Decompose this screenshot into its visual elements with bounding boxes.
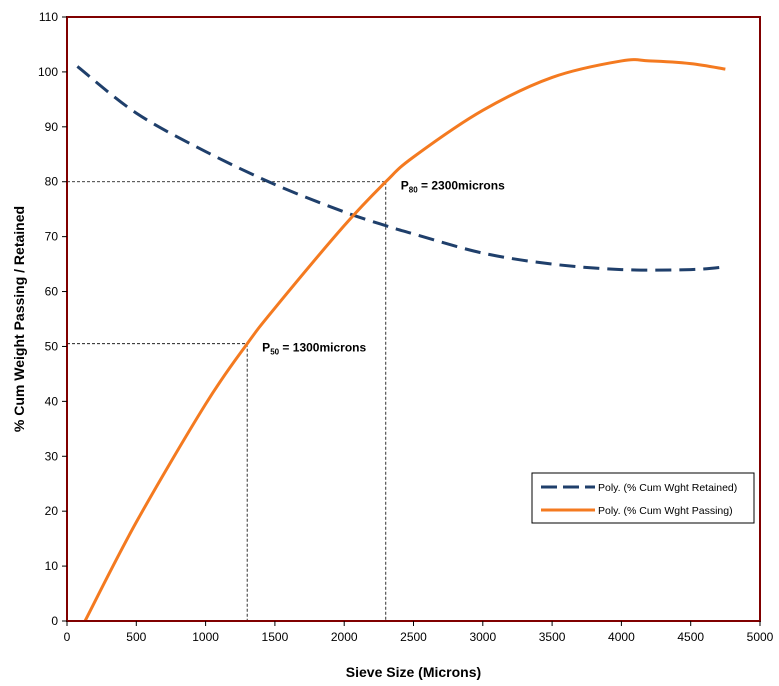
- y-tick-label: 80: [45, 175, 59, 189]
- x-tick-label: 500: [126, 630, 146, 644]
- annotation-p80: P80 = 2300microns: [401, 179, 505, 195]
- dropline-layer: [67, 181, 387, 621]
- y-tick-label: 40: [45, 394, 59, 408]
- x-tick-label: 1000: [192, 630, 219, 644]
- y-tick-label: 70: [45, 230, 59, 244]
- annotation-layer: P80 = 2300microns P50 = 1300microns: [262, 179, 505, 357]
- x-tick-label: 2000: [331, 630, 358, 644]
- x-tick-label: 2500: [400, 630, 427, 644]
- y-tick-label: 100: [38, 65, 58, 79]
- legend-box: [531, 472, 755, 524]
- x-tick-label: 5000: [747, 630, 774, 644]
- y-tick-label: 90: [45, 120, 59, 134]
- series-line-passing: [83, 58, 726, 622]
- x-tick-label: 3500: [539, 630, 566, 644]
- y-tick-label: 110: [39, 10, 58, 24]
- x-tick-label: 4000: [608, 630, 635, 644]
- annotation-p50: P50 = 1300microns: [262, 341, 366, 357]
- y-tick-label: 50: [45, 339, 59, 353]
- y-tick-label: 30: [45, 449, 59, 463]
- x-tick-label: 4500: [677, 630, 704, 644]
- legend: Poly. (% Cum Wght Retained) Poly. (% Cum…: [531, 472, 755, 524]
- legend-label-passing: Poly. (% Cum Wght Passing): [598, 505, 733, 517]
- plot-area-frame: [66, 16, 761, 622]
- series-layer: [76, 58, 726, 622]
- series-line-retained: [76, 65, 726, 272]
- legend-label-retained: Poly. (% Cum Wght Retained): [598, 482, 737, 494]
- y-tick-label: 60: [45, 285, 59, 299]
- x-axis-title: Sieve Size (Microns): [346, 664, 481, 680]
- y-axis-title: % Cum Weight Passing / Retained: [11, 206, 27, 432]
- y-tick-label: 10: [45, 559, 59, 573]
- tick-layer: 0 500 1000 1500 2000 2500 3000 3500 4000 4500 5000…: [38, 10, 774, 644]
- y-tick-label: 0: [51, 614, 58, 628]
- y-tick-label: 20: [45, 504, 59, 518]
- x-tick-label: 3000: [469, 630, 496, 644]
- x-tick-label: 0: [64, 630, 71, 644]
- x-tick-label: 1500: [262, 630, 289, 644]
